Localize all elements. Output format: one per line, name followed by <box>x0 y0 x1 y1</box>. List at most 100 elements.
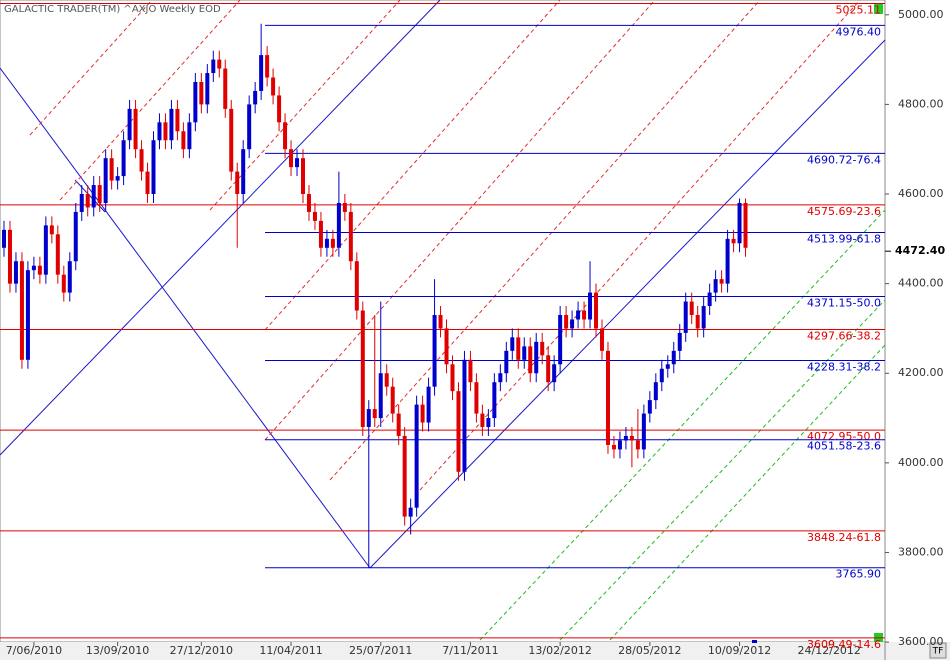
candle-body <box>133 108 138 150</box>
candle-body <box>49 225 54 235</box>
candle-body <box>725 238 730 284</box>
y-tick-label: 3600.00 <box>898 635 944 648</box>
candle-body <box>73 211 78 262</box>
x-tick-label: 11/04/2011 <box>259 644 322 657</box>
candle-body <box>695 314 700 329</box>
candle-body <box>205 73 210 105</box>
candle-body <box>564 314 569 329</box>
candle-body <box>283 122 288 150</box>
x-tick-label: 13/09/2010 <box>86 644 149 657</box>
channel-line <box>419 0 861 491</box>
x-tick-label: 10/09/2012 <box>708 644 771 657</box>
candle-body <box>181 131 186 150</box>
candle-body <box>653 382 658 401</box>
candle-body <box>402 435 407 517</box>
candle-body <box>342 202 347 212</box>
candle-body <box>498 373 503 383</box>
candle-body <box>540 341 545 356</box>
level-label: 3609.49-14.6 <box>807 638 881 651</box>
candle-body <box>43 225 48 275</box>
candle-body <box>444 328 449 365</box>
x-tick-label: 7/06/2010 <box>6 644 62 657</box>
tf-button[interactable] <box>929 642 947 659</box>
trend-line <box>0 0 441 456</box>
candle-body <box>169 108 174 141</box>
candle-body <box>121 140 126 177</box>
x-tick-label: 27/12/2010 <box>170 644 233 657</box>
candle-body <box>504 350 509 374</box>
candle-body <box>55 234 60 275</box>
candle-body <box>414 404 419 508</box>
level-label: 4690.72-76.4 <box>807 153 881 166</box>
candle-body <box>354 261 359 311</box>
candle-body <box>665 364 670 369</box>
y-tick-label: 4200.00 <box>898 366 944 379</box>
y-tick-label: 3800.00 <box>898 545 944 558</box>
tf-button-label[interactable]: TF <box>932 647 944 657</box>
channel-line <box>559 299 886 641</box>
candle-body <box>659 368 664 383</box>
candle-body <box>91 185 96 208</box>
level-label: 3765.90 <box>836 568 882 581</box>
candle-body <box>157 122 162 141</box>
candle-body <box>265 55 270 78</box>
candle-body <box>438 314 443 329</box>
candle-body <box>689 301 694 315</box>
candle-body <box>151 140 156 195</box>
candle-body <box>348 211 353 262</box>
candle-body <box>318 220 323 248</box>
candle-body <box>384 373 389 387</box>
candle-body <box>127 108 132 141</box>
candle-body <box>109 158 114 181</box>
x-tick-label: 25/07/2011 <box>349 644 412 657</box>
candle-body <box>67 261 72 293</box>
candle-body <box>277 95 282 123</box>
trend-line <box>0 67 371 569</box>
candle-body <box>301 158 305 195</box>
channel-line <box>479 209 886 641</box>
candle-body <box>456 391 461 472</box>
green-channel <box>479 209 886 641</box>
candle-body <box>605 350 610 445</box>
x-tick-label: 24/12/2012 <box>798 644 861 657</box>
candle-body <box>199 81 204 105</box>
candle-body <box>677 332 682 351</box>
candle-body <box>31 265 36 271</box>
candle-body <box>390 386 395 414</box>
candle-body <box>641 413 646 450</box>
candle-body <box>570 319 575 329</box>
candle-body <box>217 59 222 69</box>
candle-body <box>474 382 479 414</box>
candle-body <box>683 301 688 333</box>
x-axis-band <box>0 642 950 660</box>
x-tick-label: 13/02/2012 <box>528 644 591 657</box>
candle-body <box>223 68 228 109</box>
x-tick-label: 28/05/2012 <box>618 644 681 657</box>
candle-body <box>576 310 581 320</box>
candle-body <box>552 364 557 383</box>
candle-body <box>306 194 311 212</box>
candle-body <box>396 413 401 436</box>
candle-body <box>372 409 377 419</box>
candle-body <box>2 229 6 248</box>
candle-body <box>420 404 425 423</box>
candle-body <box>253 90 258 105</box>
level-label: 4976.40 <box>836 25 882 38</box>
candle-body <box>462 359 467 472</box>
candle-body <box>611 444 616 450</box>
candle-body <box>468 359 473 383</box>
candle-body <box>480 413 485 428</box>
y-tick-label: 4600.00 <box>898 187 944 200</box>
candle-body <box>713 279 718 293</box>
candle-body <box>13 261 18 284</box>
candle-body <box>145 171 150 195</box>
y-tick-label: 5000.00 <box>898 8 944 21</box>
y-tick-label: 4400.00 <box>898 277 944 290</box>
candle-body <box>671 350 676 365</box>
level-label: 4575.69-23.6 <box>807 205 881 218</box>
candle-body <box>211 59 216 74</box>
candle-body <box>522 346 527 360</box>
candle-body <box>426 386 431 423</box>
candle-body <box>163 122 168 141</box>
